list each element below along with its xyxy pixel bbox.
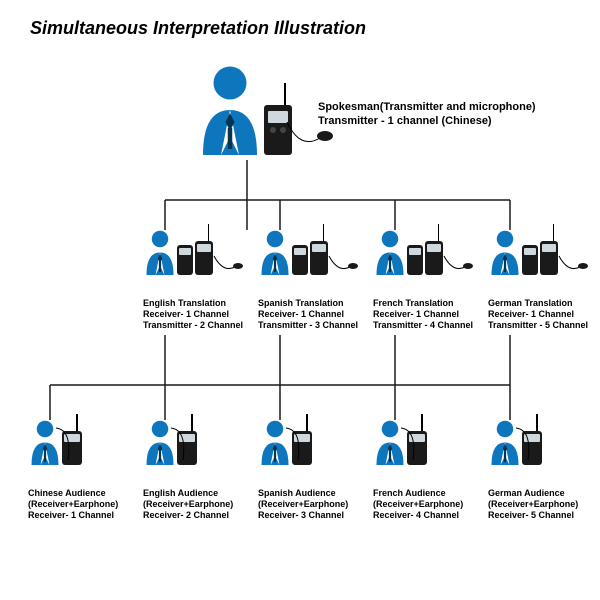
translator-caption: French Translation Receiver- 1 Channel T…: [373, 298, 473, 331]
page-title: Simultaneous Interpretation Illustration: [30, 18, 366, 39]
earphone-wire-icon: [54, 426, 82, 466]
translator-person-icon: [145, 230, 175, 275]
audience-node: [30, 420, 82, 465]
audience-caption: Spanish Audience (Receiver+Earphone) Rec…: [258, 488, 348, 521]
audience-node: [375, 420, 427, 465]
earphone-wire-icon: [169, 426, 197, 466]
radio-device-icon: [195, 241, 213, 275]
translator-node: [490, 230, 558, 275]
spokesman-person-icon: [200, 65, 260, 155]
translator-caption: English Translation Receiver- 1 Channel …: [143, 298, 243, 331]
audience-caption: Chinese Audience (Receiver+Earphone) Rec…: [28, 488, 118, 521]
translator-node: [375, 230, 443, 275]
radio-device-icon: [522, 245, 538, 275]
radio-device-icon: [407, 245, 423, 275]
audience-node: [490, 420, 542, 465]
audience-node: [260, 420, 312, 465]
audience-caption: German Audience (Receiver+Earphone) Rece…: [488, 488, 578, 521]
translator-person-icon: [260, 230, 290, 275]
earphone-wire-icon: [514, 426, 542, 466]
earphone-wire-icon: [399, 426, 427, 466]
audience-caption: English Audience (Receiver+Earphone) Rec…: [143, 488, 233, 521]
translator-node: [145, 230, 213, 275]
radio-device-icon: [292, 245, 308, 275]
translator-caption: German Translation Receiver- 1 Channel T…: [488, 298, 588, 331]
translator-caption: Spanish Translation Receiver- 1 Channel …: [258, 298, 358, 331]
radio-device-icon: [310, 241, 328, 275]
spokesman-node: [200, 65, 292, 155]
spokesman-caption: Spokesman(Transmitter and microphone) Tr…: [318, 100, 536, 128]
audience-node: [145, 420, 197, 465]
audience-caption: French Audience (Receiver+Earphone) Rece…: [373, 488, 463, 521]
translator-node: [260, 230, 328, 275]
earphone-wire-icon: [284, 426, 312, 466]
radio-device-icon: [540, 241, 558, 275]
radio-device-icon: [177, 245, 193, 275]
translator-person-icon: [375, 230, 405, 275]
translator-person-icon: [490, 230, 520, 275]
radio-device-icon: [425, 241, 443, 275]
